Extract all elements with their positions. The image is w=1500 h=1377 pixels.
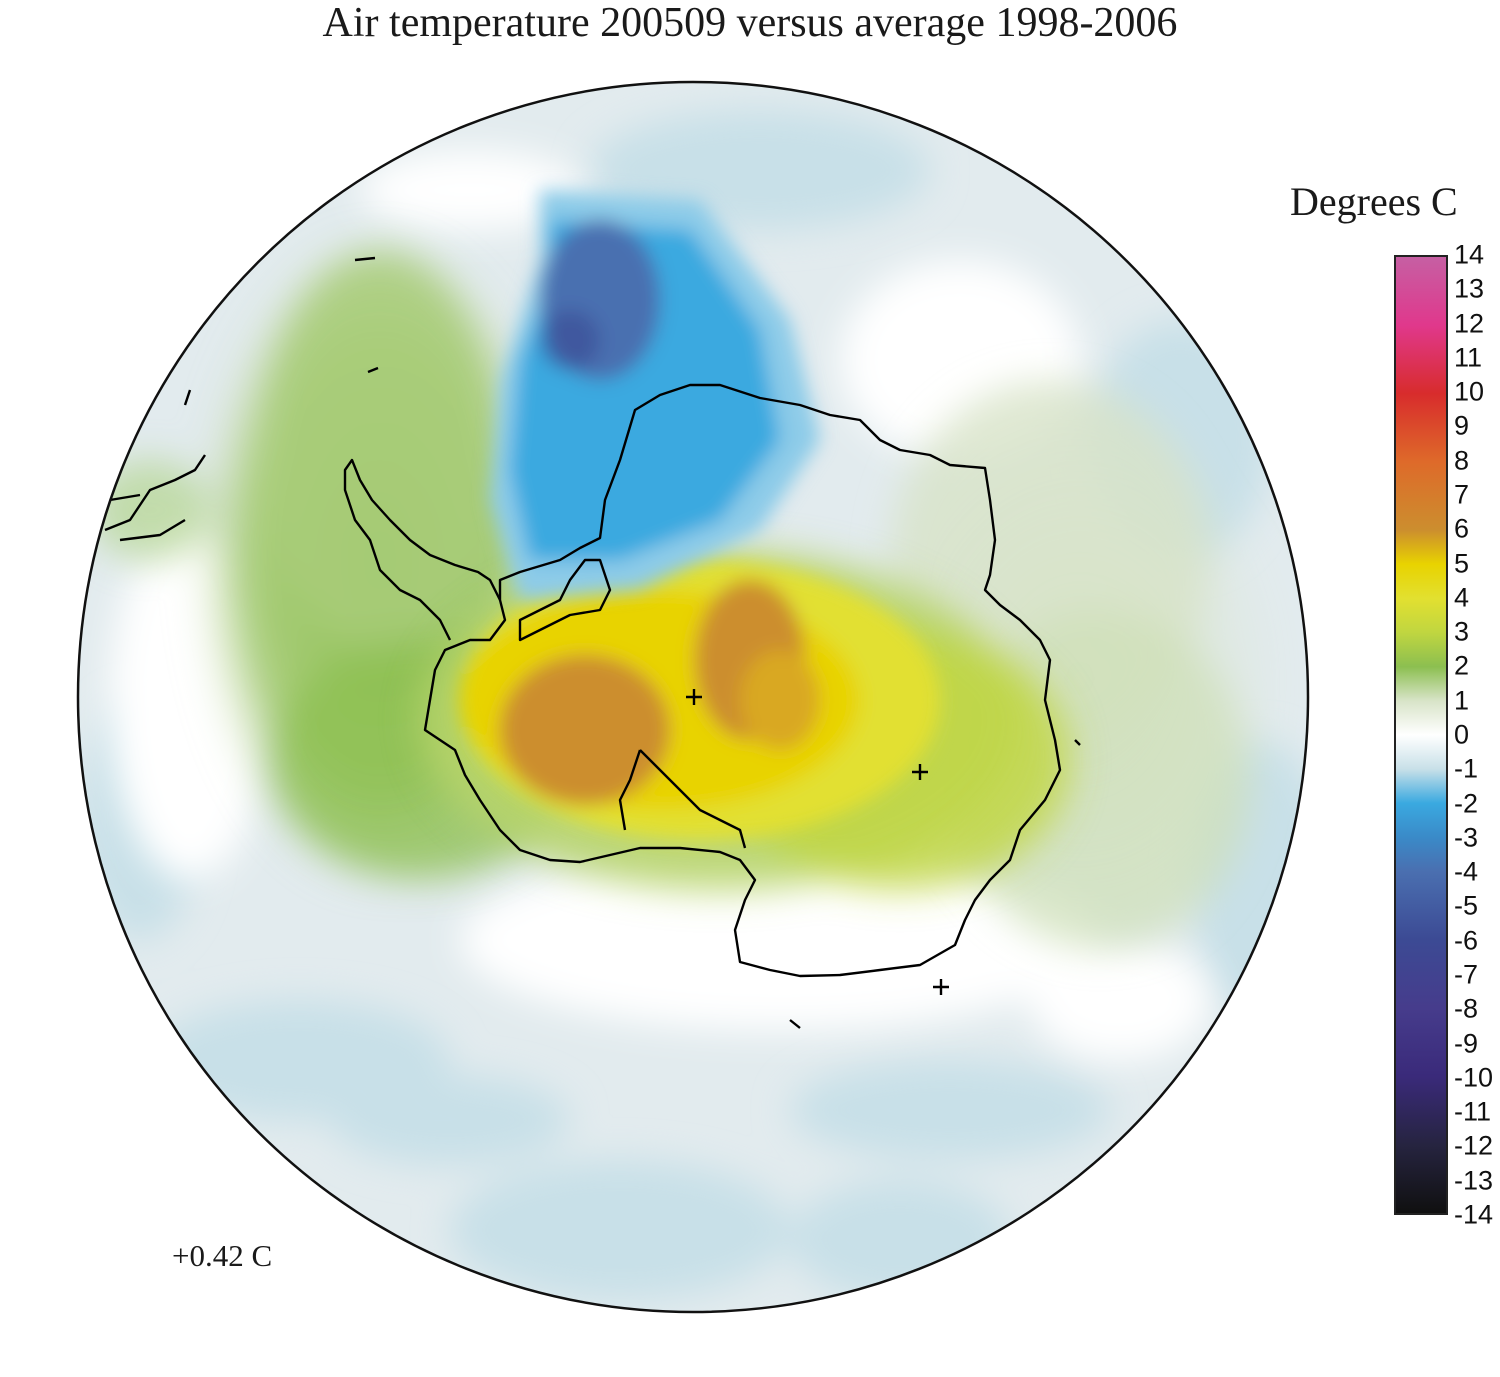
- scale-tick-label: -7: [1454, 959, 1479, 990]
- scale-tick-label: 10: [1454, 376, 1485, 407]
- scale-tick-label: 7: [1454, 479, 1470, 510]
- station-marker-south: [933, 979, 949, 995]
- scale-tick-label: 0: [1454, 719, 1470, 750]
- peninsula-coastline: [343, 458, 502, 641]
- scale-tick-label: -11: [1454, 1096, 1492, 1127]
- color-scale-ticks: 14 13 12 11 10 9 8 7 6 5 4 3 2 1 0 -1 -2 -3 -4 -5 -6 -7 -8 -9 -1…: [1454, 241, 1500, 1228]
- scale-tick-label: -13: [1454, 1165, 1494, 1196]
- station-markers: [686, 689, 949, 995]
- mean-anomaly-label: +0.42 C: [172, 1238, 273, 1273]
- color-scale-bar: [1394, 255, 1448, 1215]
- islands: [183, 256, 1081, 1029]
- scale-tick-label: 5: [1454, 548, 1470, 579]
- coastline: [104, 256, 1081, 1029]
- map-title: Air temperature 200509 versus average 19…: [322, 0, 1178, 46]
- scale-tick-label: 12: [1454, 308, 1485, 339]
- scale-tick-label: -14: [1454, 1199, 1494, 1230]
- scale-tick-label: -6: [1454, 925, 1479, 956]
- ronne-ice-shelf: [518, 558, 612, 642]
- scale-tick-label: 11: [1454, 342, 1483, 373]
- scale-tick-label: -10: [1454, 1062, 1494, 1093]
- south-pole-marker: [686, 689, 702, 705]
- station-marker-east: [912, 764, 928, 780]
- scale-tick-label: -2: [1454, 788, 1479, 819]
- scale-tick-label: -3: [1454, 822, 1479, 853]
- scale-tick-label: -9: [1454, 1028, 1479, 1059]
- scale-tick-label: 4: [1454, 582, 1470, 613]
- legend-title: Degrees C: [1290, 179, 1458, 224]
- scale-tick-label: 8: [1454, 445, 1470, 476]
- scale-tick-label: -12: [1454, 1130, 1494, 1161]
- scale-tick-label: 3: [1454, 616, 1470, 647]
- scale-tick-label: -8: [1454, 993, 1479, 1024]
- scale-tick-label: 9: [1454, 410, 1470, 441]
- scale-tick-label: -1: [1454, 753, 1479, 784]
- scale-tick-label: -4: [1454, 856, 1479, 887]
- scale-tick-label: 6: [1454, 513, 1470, 544]
- scale-tick-label: 2: [1454, 650, 1470, 681]
- scale-tick-label: 1: [1454, 685, 1470, 716]
- scale-tick-label: 13: [1454, 273, 1485, 304]
- south-america-tip: [104, 454, 206, 542]
- scale-tick-label: 14: [1454, 239, 1485, 270]
- scale-tick-label: -5: [1454, 890, 1479, 921]
- map-boundary-circle: [76, 80, 1310, 1314]
- ross-ice-shelf: [618, 749, 747, 849]
- antarctica-coastline: [423, 383, 1062, 978]
